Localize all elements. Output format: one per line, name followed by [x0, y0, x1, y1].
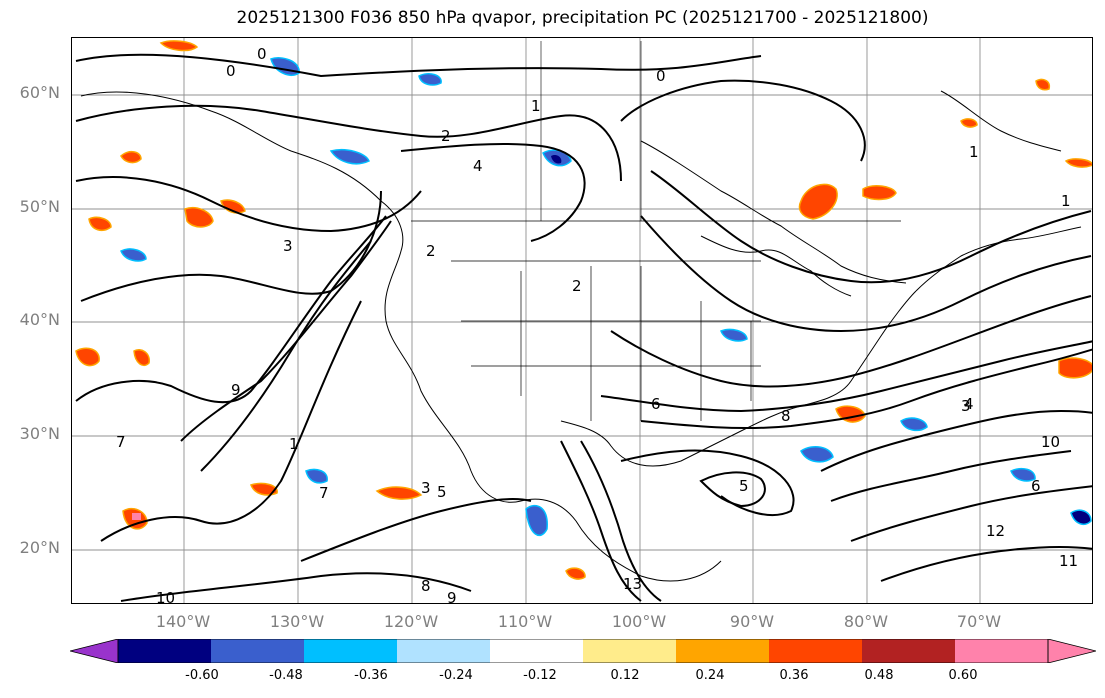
map-canvas: 0 0 1 2 4 3 2 1 2 3 4 5 6 8 9 10 7 1 0 1…	[72, 38, 1092, 604]
colorbar-tick: 0.48	[864, 668, 894, 683]
contour-label: 1	[1061, 192, 1071, 210]
colorbar-tick: 0.60	[948, 668, 978, 683]
colorbar-bin	[118, 639, 212, 663]
contour-label: 4	[473, 157, 483, 175]
colorbar-bin	[490, 639, 584, 663]
colorbar-tick: -0.48	[269, 668, 303, 683]
contour-label: 4	[964, 395, 974, 413]
colorbar-bin	[955, 639, 1049, 663]
lon-label-100w: 100°W	[611, 612, 667, 631]
contour-label: 5	[437, 483, 447, 501]
colorbar-tick: -0.24	[439, 668, 473, 683]
colorbar-bin	[676, 639, 770, 663]
colorbar-tick: -0.12	[523, 668, 557, 683]
contour-label: 1	[969, 143, 979, 161]
lon-label-120w: 120°W	[383, 612, 439, 631]
colorbar-bin	[769, 639, 863, 663]
contour-label: 2	[572, 277, 582, 295]
lon-label-80w: 80°W	[843, 612, 889, 631]
contour-label: 3	[961, 397, 971, 415]
colorbar-tick: 0.24	[695, 668, 725, 683]
map-title: 2025121300 F036 850 hPa qvapor, precipit…	[236, 8, 929, 28]
contour-label: 8	[421, 577, 431, 595]
contour-label: 1	[531, 97, 541, 115]
contour-label: 3	[421, 479, 431, 497]
contour-label: 8	[781, 407, 791, 425]
contour-label: 2	[426, 242, 436, 260]
colorbar-tick: -0.60	[185, 668, 219, 683]
colorbar	[70, 639, 1096, 663]
lat-label-60n: 60°N	[19, 83, 60, 102]
contour-label: 7	[116, 433, 126, 451]
contour-label: 7	[319, 484, 329, 502]
contour-label: 5	[739, 477, 749, 495]
contour-labels: 0 0 1 2 4 3 2 1 2 3 4 5 6 8 9 10 7 1 0 1…	[116, 45, 1078, 604]
colorbar-bin	[583, 639, 677, 663]
lon-label-130w: 130°W	[269, 612, 325, 631]
contour-label: 1	[289, 435, 299, 453]
colorbar-over-triangle	[1047, 639, 1096, 663]
lat-label-20n: 20°N	[19, 538, 60, 557]
colorbar-tick: -0.36	[354, 668, 388, 683]
contour-label: 6	[1031, 477, 1041, 495]
contour-label: 9	[231, 381, 241, 399]
contour-label: 9	[447, 589, 457, 604]
lon-label-70w: 70°W	[956, 612, 1002, 631]
colorbar-bin	[211, 639, 305, 663]
lon-label-140w: 140°W	[155, 612, 211, 631]
contour-label: 13	[623, 575, 642, 593]
coastlines	[80, 41, 1082, 582]
contour-label: 0	[656, 67, 666, 85]
lon-label-110w: 110°W	[497, 612, 553, 631]
contour-label: 6	[651, 395, 661, 413]
map-panel: 0 0 1 2 4 3 2 1 2 3 4 5 6 8 9 10 7 1 0 1…	[71, 37, 1093, 604]
qvapor-contours	[75, 53, 1092, 602]
colorbar-under-triangle	[70, 639, 119, 663]
lat-label-30n: 30°N	[19, 424, 60, 443]
contour-label: 10	[1041, 433, 1060, 451]
contour-label: 12	[986, 522, 1005, 540]
colorbar-tick: 0.36	[779, 668, 809, 683]
colorbar-bin	[304, 639, 398, 663]
lat-label-50n: 50°N	[19, 197, 60, 216]
contour-label: 0	[257, 45, 267, 63]
colorbar-bin	[397, 639, 491, 663]
contour-label: 2	[441, 127, 451, 145]
contour-label: 3	[283, 237, 293, 255]
lon-label-90w: 90°W	[729, 612, 775, 631]
contour-label: 0	[226, 62, 236, 80]
colorbar-tick: 0.12	[610, 668, 640, 683]
contour-label: 11	[1059, 552, 1078, 570]
lat-label-40n: 40°N	[19, 310, 60, 329]
contour-label: 10	[156, 589, 175, 604]
colorbar-bin	[862, 639, 956, 663]
precip-shading	[75, 40, 1092, 580]
